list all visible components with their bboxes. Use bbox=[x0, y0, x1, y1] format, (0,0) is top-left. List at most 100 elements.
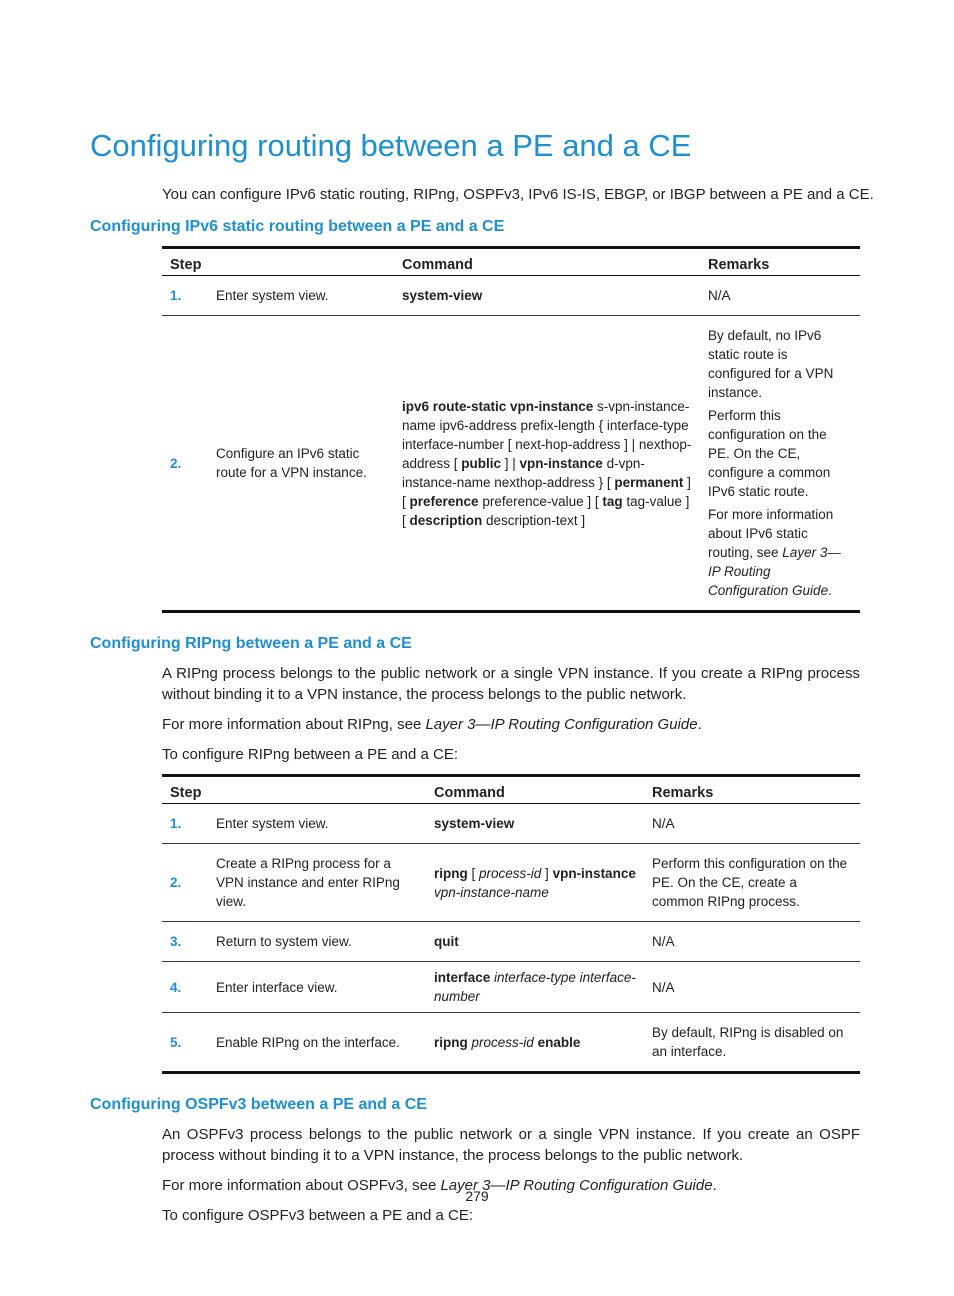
command-line: ripng process-id enable bbox=[434, 1033, 636, 1052]
text-run: By default, RIPng is disabled on an inte… bbox=[652, 1025, 844, 1059]
remark: N/A bbox=[652, 932, 852, 951]
command-line: ipv6 route-static vpn-instance s-vpn-ins… bbox=[402, 397, 692, 530]
step-number: 4. bbox=[162, 961, 208, 1013]
step-number: 5. bbox=[162, 1012, 208, 1074]
step-description: Enable RIPng on the interface. bbox=[208, 1012, 426, 1074]
text-run: For more information about OSPFv3, see bbox=[162, 1177, 441, 1194]
italic-run: process-id bbox=[479, 865, 542, 881]
command: ipv6 route-static vpn-instance s-vpn-ins… bbox=[394, 315, 700, 613]
remark: Perform this configuration on the PE. On… bbox=[652, 854, 852, 911]
paragraph: To configure OSPFv3 between a PE and a C… bbox=[162, 1205, 860, 1226]
text-run: ] | bbox=[501, 455, 520, 471]
text-run: N/A bbox=[652, 979, 675, 995]
text-run: N/A bbox=[652, 816, 675, 831]
italic-run: Layer 3—IP Routing Configuration Guide bbox=[708, 545, 841, 598]
paragraph: For more information about RIPng, see La… bbox=[162, 714, 860, 735]
text-run: For more information about RIPng, see bbox=[162, 716, 426, 733]
section-heading: Configuring RIPng between a PE and a CE bbox=[90, 635, 412, 652]
italic-run: interface-type interface-number bbox=[434, 970, 636, 1004]
text-run: Perform this configuration on the PE. On… bbox=[708, 408, 831, 499]
remarks: By default, no IPv6 static route is conf… bbox=[700, 315, 860, 613]
step-number: 3. bbox=[162, 921, 208, 962]
command: ripng process-id enable bbox=[426, 1012, 644, 1074]
command: system-view bbox=[394, 275, 700, 316]
bold-run: public bbox=[461, 455, 502, 471]
remark: N/A bbox=[708, 286, 852, 305]
table-row: 4. Enter interface view. interface interfa… bbox=[162, 961, 860, 1013]
text-run: ] [ bbox=[402, 474, 691, 509]
remarks: N/A bbox=[644, 803, 860, 844]
remark: N/A bbox=[652, 814, 852, 833]
column-header: Remarks bbox=[644, 774, 860, 804]
remarks: N/A bbox=[644, 961, 860, 1013]
text-run: [ bbox=[467, 865, 480, 881]
command-line: ripng [ process-id ] vpn-instance vpn-in… bbox=[434, 864, 636, 902]
section-heading: Configuring OSPFv3 between a PE and a CE bbox=[90, 1096, 427, 1113]
bold-run: tag bbox=[602, 493, 623, 509]
step-description: Configure an IPv6 static route for a VPN… bbox=[208, 315, 394, 613]
text-run: To configure RIPng between a PE and a CE… bbox=[162, 746, 459, 763]
command-line: system-view bbox=[434, 814, 636, 833]
bold-run: preference bbox=[409, 493, 479, 509]
text-run: ] bbox=[541, 865, 553, 881]
step-number: 2. bbox=[162, 843, 208, 922]
italic-run: Layer 3—IP Routing Configuration Guide bbox=[425, 716, 698, 733]
paragraph: A RIPng process belongs to the public ne… bbox=[162, 663, 860, 705]
table-row: 1. Enter system view. system-view N/A bbox=[162, 803, 860, 844]
bold-run: ipv6 route-static vpn-instance bbox=[402, 398, 594, 414]
table-row: 1. Enter system view. system-view N/A bbox=[162, 275, 860, 316]
bold-run: ripng bbox=[434, 1034, 468, 1050]
italic-run: vpn-instance-name bbox=[434, 884, 549, 900]
text-run: Perform this configuration on the PE. On… bbox=[652, 856, 848, 909]
bold-run: interface bbox=[434, 970, 491, 985]
column-header: Step bbox=[162, 774, 426, 804]
remark: By default, no IPv6 static route is conf… bbox=[708, 326, 852, 402]
command-line: system-view bbox=[402, 286, 692, 305]
bold-run: vpn-instance bbox=[552, 865, 636, 881]
steps-table: Step Command Remarks 1. Enter system view. sy… bbox=[162, 774, 860, 1074]
section-heading: Configuring IPv6 static routing between … bbox=[90, 218, 505, 235]
paragraph: To configure RIPng between a PE and a CE… bbox=[162, 744, 860, 765]
remarks: N/A bbox=[700, 275, 860, 316]
remarks: By default, RIPng is disabled on an inte… bbox=[644, 1012, 860, 1074]
table-row: 5. Enable RIPng on the interface. ripng pr… bbox=[162, 1012, 860, 1074]
step-description: Create a RIPng process for a VPN instanc… bbox=[208, 843, 426, 922]
page-title: Configuring routing between a PE and a C… bbox=[90, 128, 692, 163]
text-run: N/A bbox=[708, 288, 731, 303]
text-run: s-vpn-instance-name ipv6-address prefix-… bbox=[402, 398, 692, 471]
text-run: . bbox=[712, 1177, 717, 1194]
text-run: d-vpn-instance-name nexthop-address } [ bbox=[402, 455, 645, 490]
remark: N/A bbox=[652, 978, 852, 997]
header-row: Step Command Remarks bbox=[162, 246, 860, 276]
italic-run: Layer 3—IP Routing Configuration Guide bbox=[440, 1177, 713, 1194]
text-run: preference-value ] [ bbox=[478, 493, 603, 509]
command: system-view bbox=[426, 803, 644, 844]
column-header: Command bbox=[426, 774, 644, 804]
remarks: Perform this configuration on the PE. On… bbox=[644, 843, 860, 922]
step-number: 1. bbox=[162, 803, 208, 844]
header-row: Step Command Remarks bbox=[162, 774, 860, 804]
text-run: . bbox=[697, 716, 702, 733]
remark: By default, RIPng is disabled on an inte… bbox=[652, 1023, 852, 1061]
bold-run: ripng bbox=[434, 865, 468, 881]
text-run: N/A bbox=[652, 934, 675, 949]
intro: You can configure IPv6 static routing, R… bbox=[162, 186, 874, 203]
column-header: Remarks bbox=[700, 246, 860, 276]
bold-run: vpn-instance bbox=[519, 455, 603, 471]
step-description: Enter interface view. bbox=[208, 961, 426, 1013]
step-description: Return to system view. bbox=[208, 921, 426, 962]
text-run: To configure OSPFv3 between a PE and a C… bbox=[162, 1207, 474, 1224]
command: interface interface-type interface-numbe… bbox=[426, 961, 644, 1013]
bold-run: system-view bbox=[402, 288, 483, 303]
text-run: tag-value ] [ bbox=[402, 493, 690, 528]
text-run: . bbox=[828, 583, 832, 598]
column-header: Step bbox=[162, 246, 394, 276]
bold-run: permanent bbox=[614, 474, 684, 490]
remark: For more information about IPv6 static r… bbox=[708, 505, 852, 600]
step-number: 1. bbox=[162, 275, 208, 316]
paragraph: An OSPFv3 process belongs to the public … bbox=[162, 1124, 860, 1166]
steps-table: Step Command Remarks 1. Enter system view. sy… bbox=[162, 246, 860, 613]
bold-run: enable bbox=[537, 1034, 581, 1050]
command: quit bbox=[426, 921, 644, 962]
